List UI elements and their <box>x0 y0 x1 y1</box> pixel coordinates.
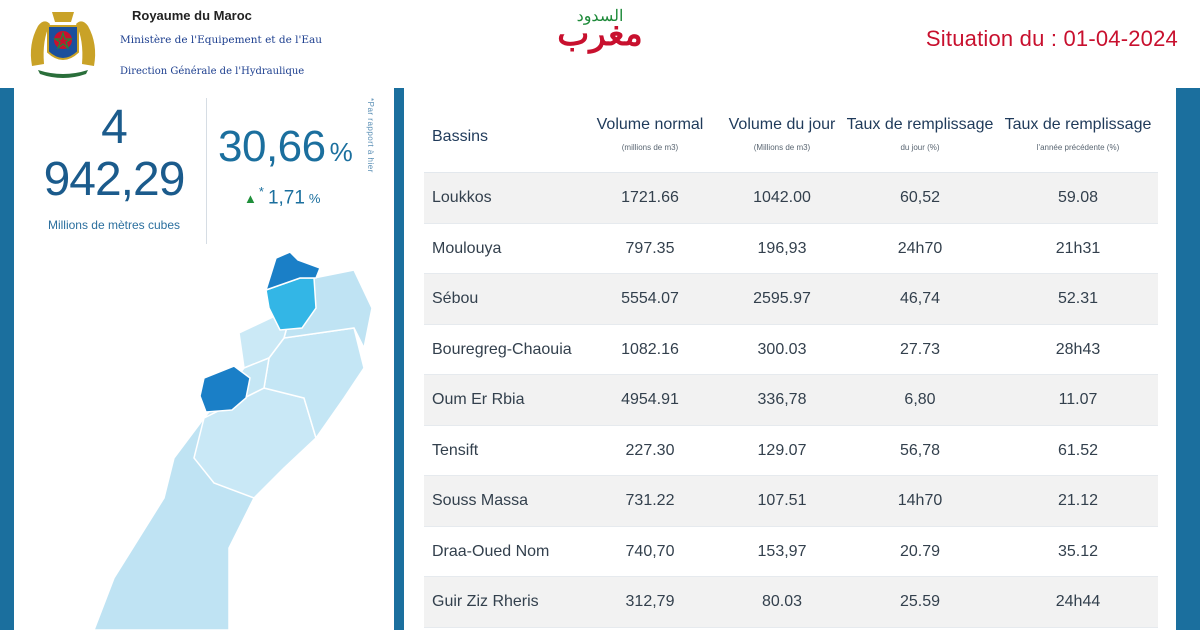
ministry-label: Ministère de l'Equipement et de l'Eau <box>120 34 323 46</box>
total-volume-line2: 942,29 <box>43 153 186 206</box>
cell-bassin: Bouregreg-Chaouia <box>432 340 572 358</box>
header: Royaume du Maroc Ministère de l'Equipeme… <box>0 0 1200 88</box>
cell-bassin: Tensift <box>432 441 479 459</box>
cell-volume-jour: 196,93 <box>757 239 807 257</box>
table-row: Moulouya 797.35 196,93 24h70 21h31 <box>424 224 1158 274</box>
summary-panel: 4 942,29 Millions de mètres cubes 30,66%… <box>14 88 394 630</box>
cell-taux-precedente: 28h43 <box>1055 340 1101 358</box>
cell-taux-precedente: 52.31 <box>1057 290 1099 307</box>
cell-bassin: Loukkos <box>432 189 492 206</box>
header-taux-jour: Taux de remplissage du jour (%) <box>844 116 996 152</box>
table-header: Bassins Volume normal (millions de m3) V… <box>424 98 1158 173</box>
cell-volume-normal: 1082.16 <box>621 340 679 358</box>
header-taux-jour-label: Taux de remplissage <box>846 116 994 133</box>
cell-bassin: Souss Massa <box>432 492 529 509</box>
cell-volume-jour: 300.03 <box>757 340 807 358</box>
cell-volume-normal: 227.30 <box>625 441 675 459</box>
cell-bassin: Moulouya <box>432 239 502 257</box>
cell-volume-normal: 312,79 <box>625 593 675 610</box>
cell-taux-jour: 60,52 <box>899 189 941 206</box>
header-volume-jour-unit: (Millions de m3) <box>753 143 811 152</box>
basins-map <box>93 251 373 630</box>
cell-taux-jour: 56,78 <box>899 441 941 459</box>
cell-volume-normal: 797.35 <box>625 239 675 257</box>
header-bassins: Bassins <box>432 128 489 145</box>
basins-panel: Bassins Volume normal (millions de m3) V… <box>404 88 1176 630</box>
main-area: 4 942,29 Millions de mètres cubes 30,66%… <box>0 88 1200 630</box>
kingdom-label: Royaume du Maroc <box>132 8 252 23</box>
direction-label: Direction Générale de l'Hydraulique <box>120 66 305 77</box>
table-row: Guir Ziz Rheris 312,79 80.03 25.59 24h44 <box>424 577 1158 628</box>
cell-volume-jour: 107.51 <box>757 492 807 509</box>
cell-bassin: Oum Er Rbia <box>432 391 525 408</box>
cell-taux-precedente: 59.08 <box>1057 189 1099 206</box>
header-volume-normal-unit: (millions de m3) <box>621 143 679 152</box>
total-volume: 4 942,29 <box>34 102 194 206</box>
table-row: Tensift 227.30 129.07 56,78 61.52 <box>424 426 1158 476</box>
cell-taux-jour: 27.73 <box>899 340 941 358</box>
cell-bassin: Sébou <box>432 290 479 307</box>
cell-taux-precedente: 11.07 <box>1058 391 1098 408</box>
up-arrow-icon: ▲ <box>244 191 257 207</box>
cell-volume-normal: 1721.66 <box>621 189 679 206</box>
fill-rate-delta: ▲ * 1,71% <box>244 184 320 209</box>
header-taux-precedente: Taux de remplissage l'année précédente (… <box>998 116 1158 152</box>
cell-taux-precedente: 21.12 <box>1057 492 1099 509</box>
cell-taux-precedente: 24h44 <box>1055 593 1101 610</box>
cell-volume-normal: 740,70 <box>625 542 675 560</box>
cell-volume-normal: 4954.91 <box>621 391 679 408</box>
cell-taux-precedente: 21h31 <box>1055 239 1101 257</box>
volume-unit-label: Millions de mètres cubes <box>47 218 181 232</box>
cell-volume-normal: 5554.07 <box>621 290 679 307</box>
cell-taux-jour: 20.79 <box>899 542 941 560</box>
cell-volume-jour: 1042.00 <box>753 189 811 206</box>
cell-volume-jour: 336,78 <box>757 391 807 408</box>
delta-value: 1,71 <box>267 187 305 209</box>
cell-taux-precedente: 35.12 <box>1057 542 1099 560</box>
header-taux-jour-unit: du jour (%) <box>900 143 940 152</box>
stats-divider <box>206 98 207 244</box>
side-note: *Par rapport à hier <box>366 98 375 173</box>
brand-logo: السدود مغرب <box>540 4 660 80</box>
cell-taux-jour: 14h70 <box>897 492 943 509</box>
cell-taux-precedente: 61.52 <box>1057 441 1099 459</box>
cell-taux-jour: 24h70 <box>897 239 943 257</box>
fill-rate-symbol: % <box>329 137 353 167</box>
header-taux-precedente-unit: l'année précédente (%) <box>1036 143 1120 152</box>
total-volume-line1: 4 <box>101 101 128 154</box>
fill-rate-value: 30,66 <box>218 122 326 171</box>
cell-volume-jour: 2595.97 <box>753 290 811 307</box>
brand-subtitle: السدود <box>576 6 624 25</box>
brand-title: مغرب <box>557 14 643 54</box>
cell-volume-jour: 80.03 <box>761 593 803 610</box>
cell-volume-jour: 129.07 <box>757 441 807 459</box>
table-row: Bouregreg-Chaouia 1082.16 300.03 27.73 2… <box>424 325 1158 375</box>
header-volume-jour: Volume du jour (Millions de m3) <box>712 116 852 152</box>
delta-star: * <box>258 184 264 199</box>
cell-bassin: Guir Ziz Rheris <box>432 593 539 610</box>
table-row: Oum Er Rbia 4954.91 336,78 6,80 11.07 <box>424 375 1158 426</box>
fill-rate: 30,66% <box>218 122 353 172</box>
cell-volume-normal: 731.22 <box>625 492 675 509</box>
header-volume-jour-label: Volume du jour <box>728 116 836 133</box>
cell-bassin: Draa-Oued Nom <box>432 542 550 560</box>
header-volume-normal: Volume normal (millions de m3) <box>584 116 716 152</box>
table-row: Draa-Oued Nom 740,70 153,97 20.79 35.12 <box>424 527 1158 577</box>
header-volume-normal-label: Volume normal <box>596 116 704 133</box>
situation-date: Situation du : 01-04-2024 <box>925 26 1178 51</box>
table-row: Souss Massa 731.22 107.51 14h70 21.12 <box>424 476 1158 527</box>
header-taux-precedente-label: Taux de remplissage <box>1004 116 1152 133</box>
cell-taux-jour: 6,80 <box>904 391 936 408</box>
map-region-loukkos <box>264 251 321 292</box>
map-region-oum-er-rbia <box>199 365 251 413</box>
cell-taux-jour: 25.59 <box>899 593 941 610</box>
table-row: Loukkos 1721.66 1042.00 60,52 59.08 <box>424 173 1158 224</box>
table-row: Sébou 5554.07 2595.97 46,74 52.31 <box>424 274 1158 325</box>
basins-table: Bassins Volume normal (millions de m3) V… <box>424 98 1158 628</box>
cell-volume-jour: 153,97 <box>757 542 807 560</box>
royal-emblem-icon <box>30 12 96 78</box>
delta-symbol: % <box>308 191 321 207</box>
cell-taux-jour: 46,74 <box>899 290 941 307</box>
